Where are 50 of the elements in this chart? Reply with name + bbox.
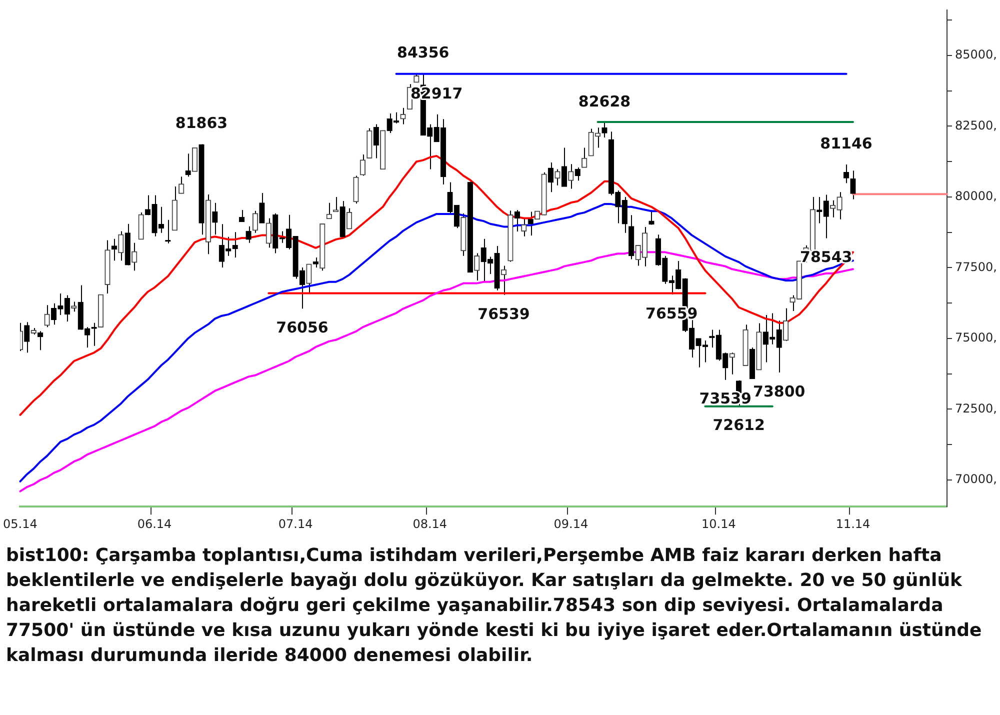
candlestick bbox=[353, 175, 359, 204]
candlestick bbox=[132, 242, 138, 272]
y-tick-label: 85000, bbox=[955, 48, 998, 62]
candlestick bbox=[178, 176, 184, 194]
candlestick bbox=[238, 210, 245, 222]
candlestick bbox=[218, 224, 224, 268]
candlestick bbox=[84, 326, 90, 348]
y-tick-label: 77500, bbox=[955, 260, 998, 274]
candlestick bbox=[37, 330, 44, 351]
y-tick-label: 75000, bbox=[955, 330, 998, 345]
y-tick-label: 70000, bbox=[955, 472, 998, 486]
y-tick-label: 80000, bbox=[955, 189, 998, 204]
candlestick bbox=[843, 164, 850, 184]
annotation: 81863 bbox=[175, 114, 228, 132]
annotation: 72612 bbox=[712, 416, 765, 434]
candlestick bbox=[521, 218, 527, 237]
candlestick bbox=[246, 226, 252, 244]
candlestick bbox=[582, 147, 588, 168]
candlestick bbox=[548, 162, 554, 193]
candlestick bbox=[514, 210, 520, 232]
y-tick-label: 82500, bbox=[955, 118, 998, 132]
candlestick bbox=[722, 352, 728, 380]
text: bist100: Çarşamba toplantısı,Cuma istihdam verileri,Perşembe AMB faiz kararı derken hafta beklentilerle ve endişelerle bayağı dolu gözüküyor. Kar satışları da gelmekte. 20 ve 50 günlük hareketli ortalamalara doğru geri çekilme yaşanabilir.78543 son dip seviyesi. Ortalamalarda 77500' ün üstünde ve kısa uzunu yukarı yönde kesti ki bu iyiye işaret eder.Ortalamanın üstünde kalması durumunda ileride 84000 denemesi olabilir. bbox=[5, 544, 983, 668]
x-tick-label: 05.14 bbox=[2, 516, 38, 531]
candlestick bbox=[111, 238, 118, 262]
x-tick-label: 07.14 bbox=[278, 516, 313, 531]
x-tick-label: 11.14 bbox=[836, 516, 870, 531]
candlestick bbox=[312, 257, 319, 268]
annotation: 84356 bbox=[397, 44, 450, 62]
y-tick-label: 72500, bbox=[955, 401, 998, 416]
candlestick bbox=[373, 124, 379, 159]
candlestick bbox=[212, 202, 218, 236]
annotation: 73800 bbox=[753, 382, 806, 400]
annotation: 81146 bbox=[820, 134, 872, 152]
annotation: 76539 bbox=[478, 304, 530, 323]
candlestick bbox=[602, 122, 608, 138]
x-tick-label: 06.14 bbox=[137, 516, 172, 531]
annotation: 82628 bbox=[578, 92, 631, 110]
x-tick-label: 08.14 bbox=[412, 516, 448, 531]
annotation: 76056 bbox=[276, 318, 328, 336]
candlestick bbox=[360, 154, 366, 176]
candlestick bbox=[574, 167, 580, 182]
candlestick bbox=[24, 322, 30, 354]
candlestick bbox=[259, 192, 265, 224]
x-tick-label: 10.14 bbox=[701, 516, 736, 531]
candlestick bbox=[400, 107, 406, 125]
candlestick bbox=[185, 153, 191, 178]
candlestick bbox=[561, 147, 568, 188]
candlestick bbox=[850, 170, 856, 200]
x-tick-label: 09.14 bbox=[554, 516, 588, 531]
